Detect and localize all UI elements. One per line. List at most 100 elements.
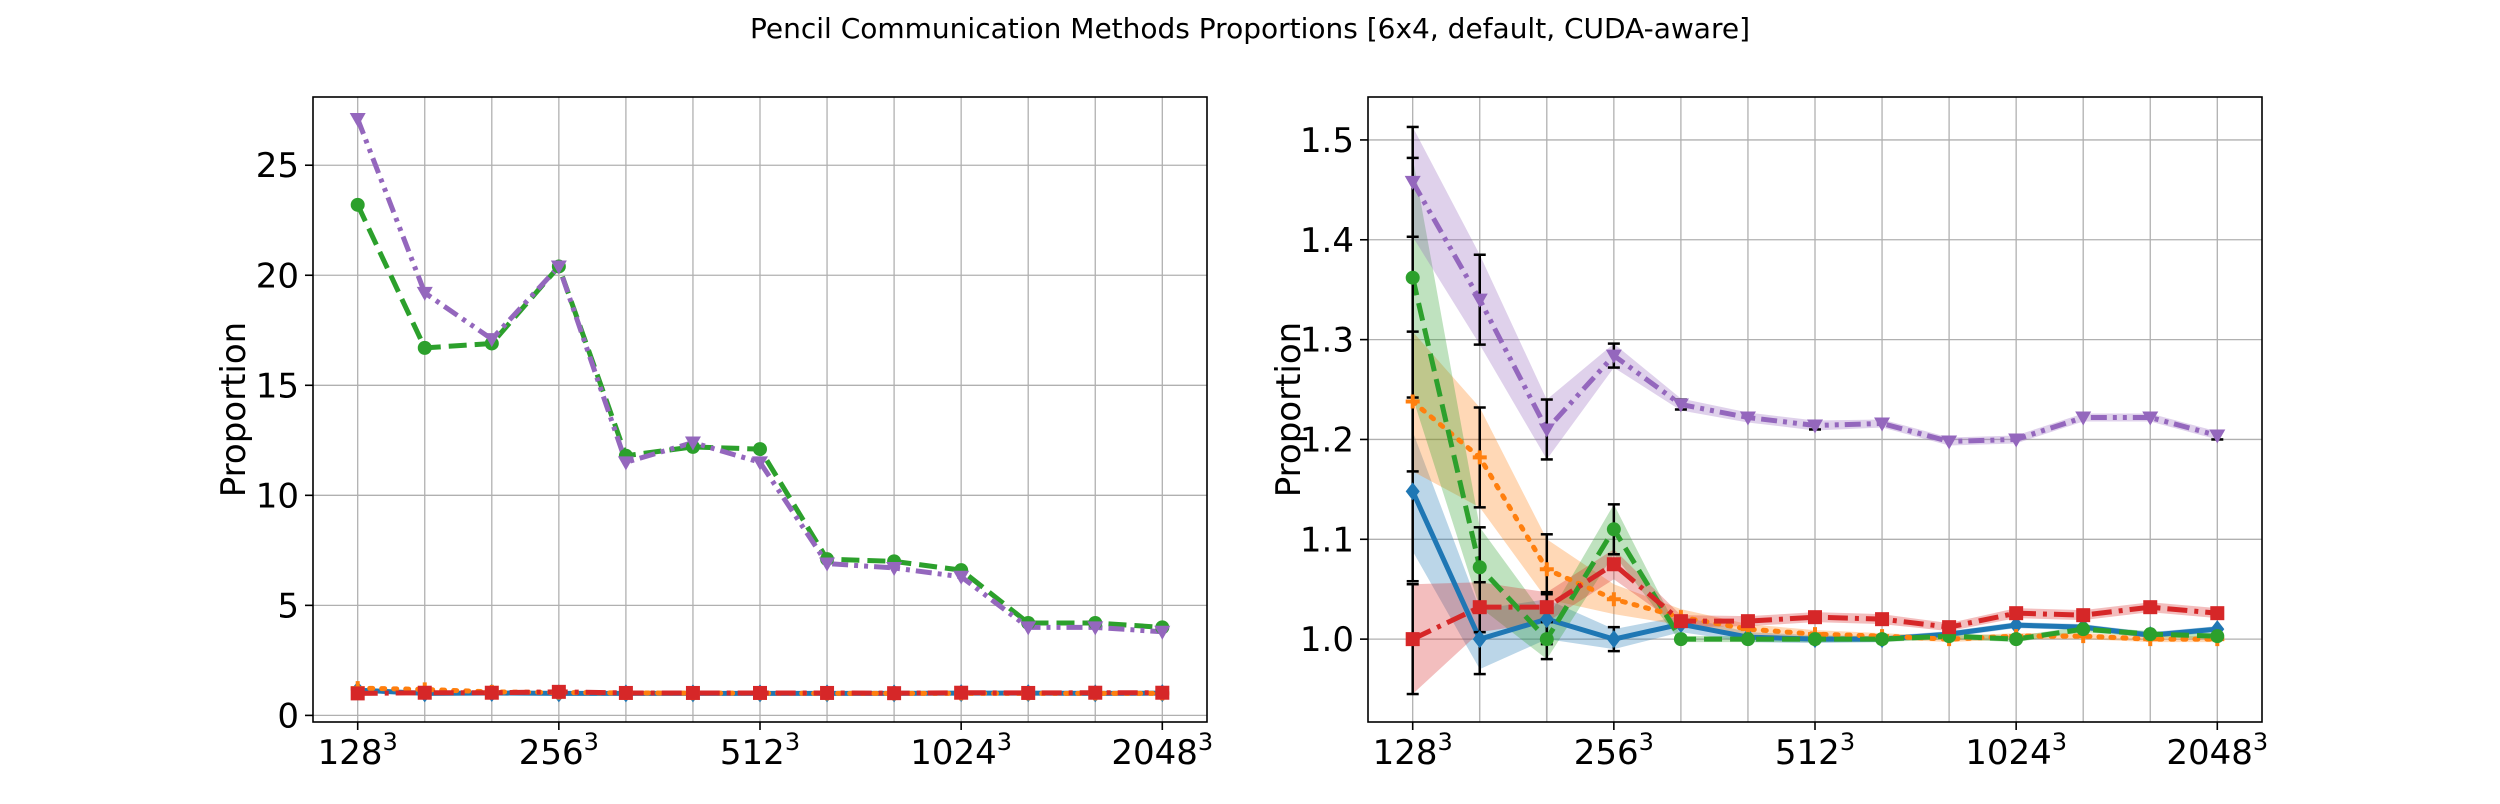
series-red-point xyxy=(350,686,365,701)
series-blue-point xyxy=(2009,616,2024,635)
series-orange-point xyxy=(1606,592,1621,607)
x-tick-label: 10243 xyxy=(910,728,1012,773)
series-blue-point xyxy=(1539,610,1554,629)
series-purple-point xyxy=(1154,625,1171,640)
series-green-point xyxy=(1740,632,1755,647)
series-orange-point xyxy=(1472,450,1487,465)
series-purple-point xyxy=(1739,411,1756,426)
y-tick-label: 1.0 xyxy=(1300,620,1354,660)
series-red-point xyxy=(1088,685,1103,700)
series-green-point xyxy=(2076,622,2091,637)
series-purple-point xyxy=(953,570,970,585)
chart-panel-1: 1283 2563 5123 10243 20483 0 5 10 15 20 25 Proporti… xyxy=(214,96,1213,773)
y-axis-label: Proportion xyxy=(214,322,254,497)
series-green-point xyxy=(753,442,767,457)
y-tick-label: 5 xyxy=(277,586,299,626)
series-orange-point xyxy=(1405,394,1420,409)
y-tick-label: 0 xyxy=(277,696,299,736)
x-tick-label: 1283 xyxy=(1373,728,1453,773)
series-red-point xyxy=(417,685,432,700)
series-red-point xyxy=(1539,600,1554,615)
series-purple-point xyxy=(684,436,701,451)
series-red-point xyxy=(1808,610,1822,625)
x-tick-label: 5123 xyxy=(720,728,800,773)
y-tick-label: 25 xyxy=(256,146,299,186)
x-tick-label: 5123 xyxy=(1775,728,1855,773)
series-purple-point xyxy=(550,260,567,275)
y-tick-label: 10 xyxy=(256,476,299,516)
series-red-point xyxy=(551,684,566,699)
series-red-point xyxy=(753,685,767,700)
series-purple-point xyxy=(1404,175,1421,190)
series-green-point xyxy=(1808,632,1822,647)
y-tick-label: 20 xyxy=(256,256,299,296)
series-purple-point xyxy=(349,113,366,128)
series-orange-point xyxy=(1539,562,1554,577)
x-tick-label: 20483 xyxy=(1111,728,1213,773)
series-purple-point xyxy=(1087,621,1104,636)
series-red-point xyxy=(2210,606,2225,621)
series-purple-point xyxy=(1471,293,1488,308)
series-purple-point xyxy=(1874,417,1891,432)
series-purple-point xyxy=(1020,621,1037,636)
series-purple-point xyxy=(2209,429,2226,444)
series-red-point xyxy=(1673,614,1688,629)
series-green-point xyxy=(1673,632,1688,647)
series-red-point xyxy=(484,685,499,700)
series-red-point xyxy=(2009,606,2024,621)
y-tick-label: 1.5 xyxy=(1300,121,1354,161)
series-blue-point xyxy=(1472,630,1487,649)
figure-title: Pencil Communication Methods Proportions… xyxy=(749,12,1751,45)
x-tick-label: 2563 xyxy=(519,728,599,773)
series-purple-point xyxy=(819,557,836,572)
series-red-point xyxy=(1942,620,1957,635)
series-red-point xyxy=(2143,600,2158,615)
series-blue-band xyxy=(1412,431,2218,670)
series-purple-point xyxy=(1807,419,1823,434)
series-purple-point xyxy=(2075,411,2092,426)
x-tick-label: 10243 xyxy=(1965,728,2067,773)
series-purple-point xyxy=(2142,411,2159,426)
series-red-point xyxy=(1021,685,1036,700)
series-green-point xyxy=(2009,632,2024,647)
series-red-point xyxy=(1472,600,1487,615)
series-purple-point xyxy=(1672,398,1689,413)
series-red-point xyxy=(1740,614,1755,629)
series-purple-point xyxy=(1538,423,1555,438)
y-tick-label: 15 xyxy=(256,366,299,406)
series-red-point xyxy=(618,685,633,700)
series-purple-point xyxy=(1605,349,1622,364)
series-green-point xyxy=(1875,632,1890,647)
series-red-point xyxy=(1155,685,1170,700)
x-tick-label: 2563 xyxy=(1574,728,1654,773)
series-blue-point xyxy=(1405,482,1420,501)
series-red-point xyxy=(887,686,902,701)
series-red-point xyxy=(1405,632,1420,647)
series-red-point xyxy=(820,685,835,700)
x-tick-label: 1283 xyxy=(318,728,398,773)
series-red-point xyxy=(2076,608,2091,623)
chart-panel-2: 1283 2563 5123 10243 20483 1.0 1.1 1.2 1.3 1.4 1.5… xyxy=(1269,96,2268,773)
series-green-point xyxy=(1472,560,1487,575)
y-axis-label: Proportion xyxy=(1269,322,1309,497)
series-red-point xyxy=(685,685,700,700)
series-green-point xyxy=(1405,270,1420,285)
series-green-point xyxy=(417,340,432,355)
y-tick-label: 1.2 xyxy=(1300,420,1354,460)
y-tick-label: 1.1 xyxy=(1300,520,1354,560)
series-purple-point xyxy=(483,333,500,348)
series-green-point xyxy=(1539,632,1554,647)
series-green-point xyxy=(2210,629,2225,644)
series-purple-point xyxy=(617,456,634,471)
series-purple-point xyxy=(886,561,903,576)
y-tick-label: 1.4 xyxy=(1300,221,1354,261)
series-purple-point xyxy=(752,456,768,471)
series-purple-point xyxy=(2008,433,2025,448)
series-red-point xyxy=(1875,612,1890,627)
y-tick-label: 1.3 xyxy=(1300,321,1354,361)
series-green-point xyxy=(1606,522,1621,537)
series-purple-point xyxy=(416,286,433,301)
series-green-point xyxy=(2143,627,2158,642)
